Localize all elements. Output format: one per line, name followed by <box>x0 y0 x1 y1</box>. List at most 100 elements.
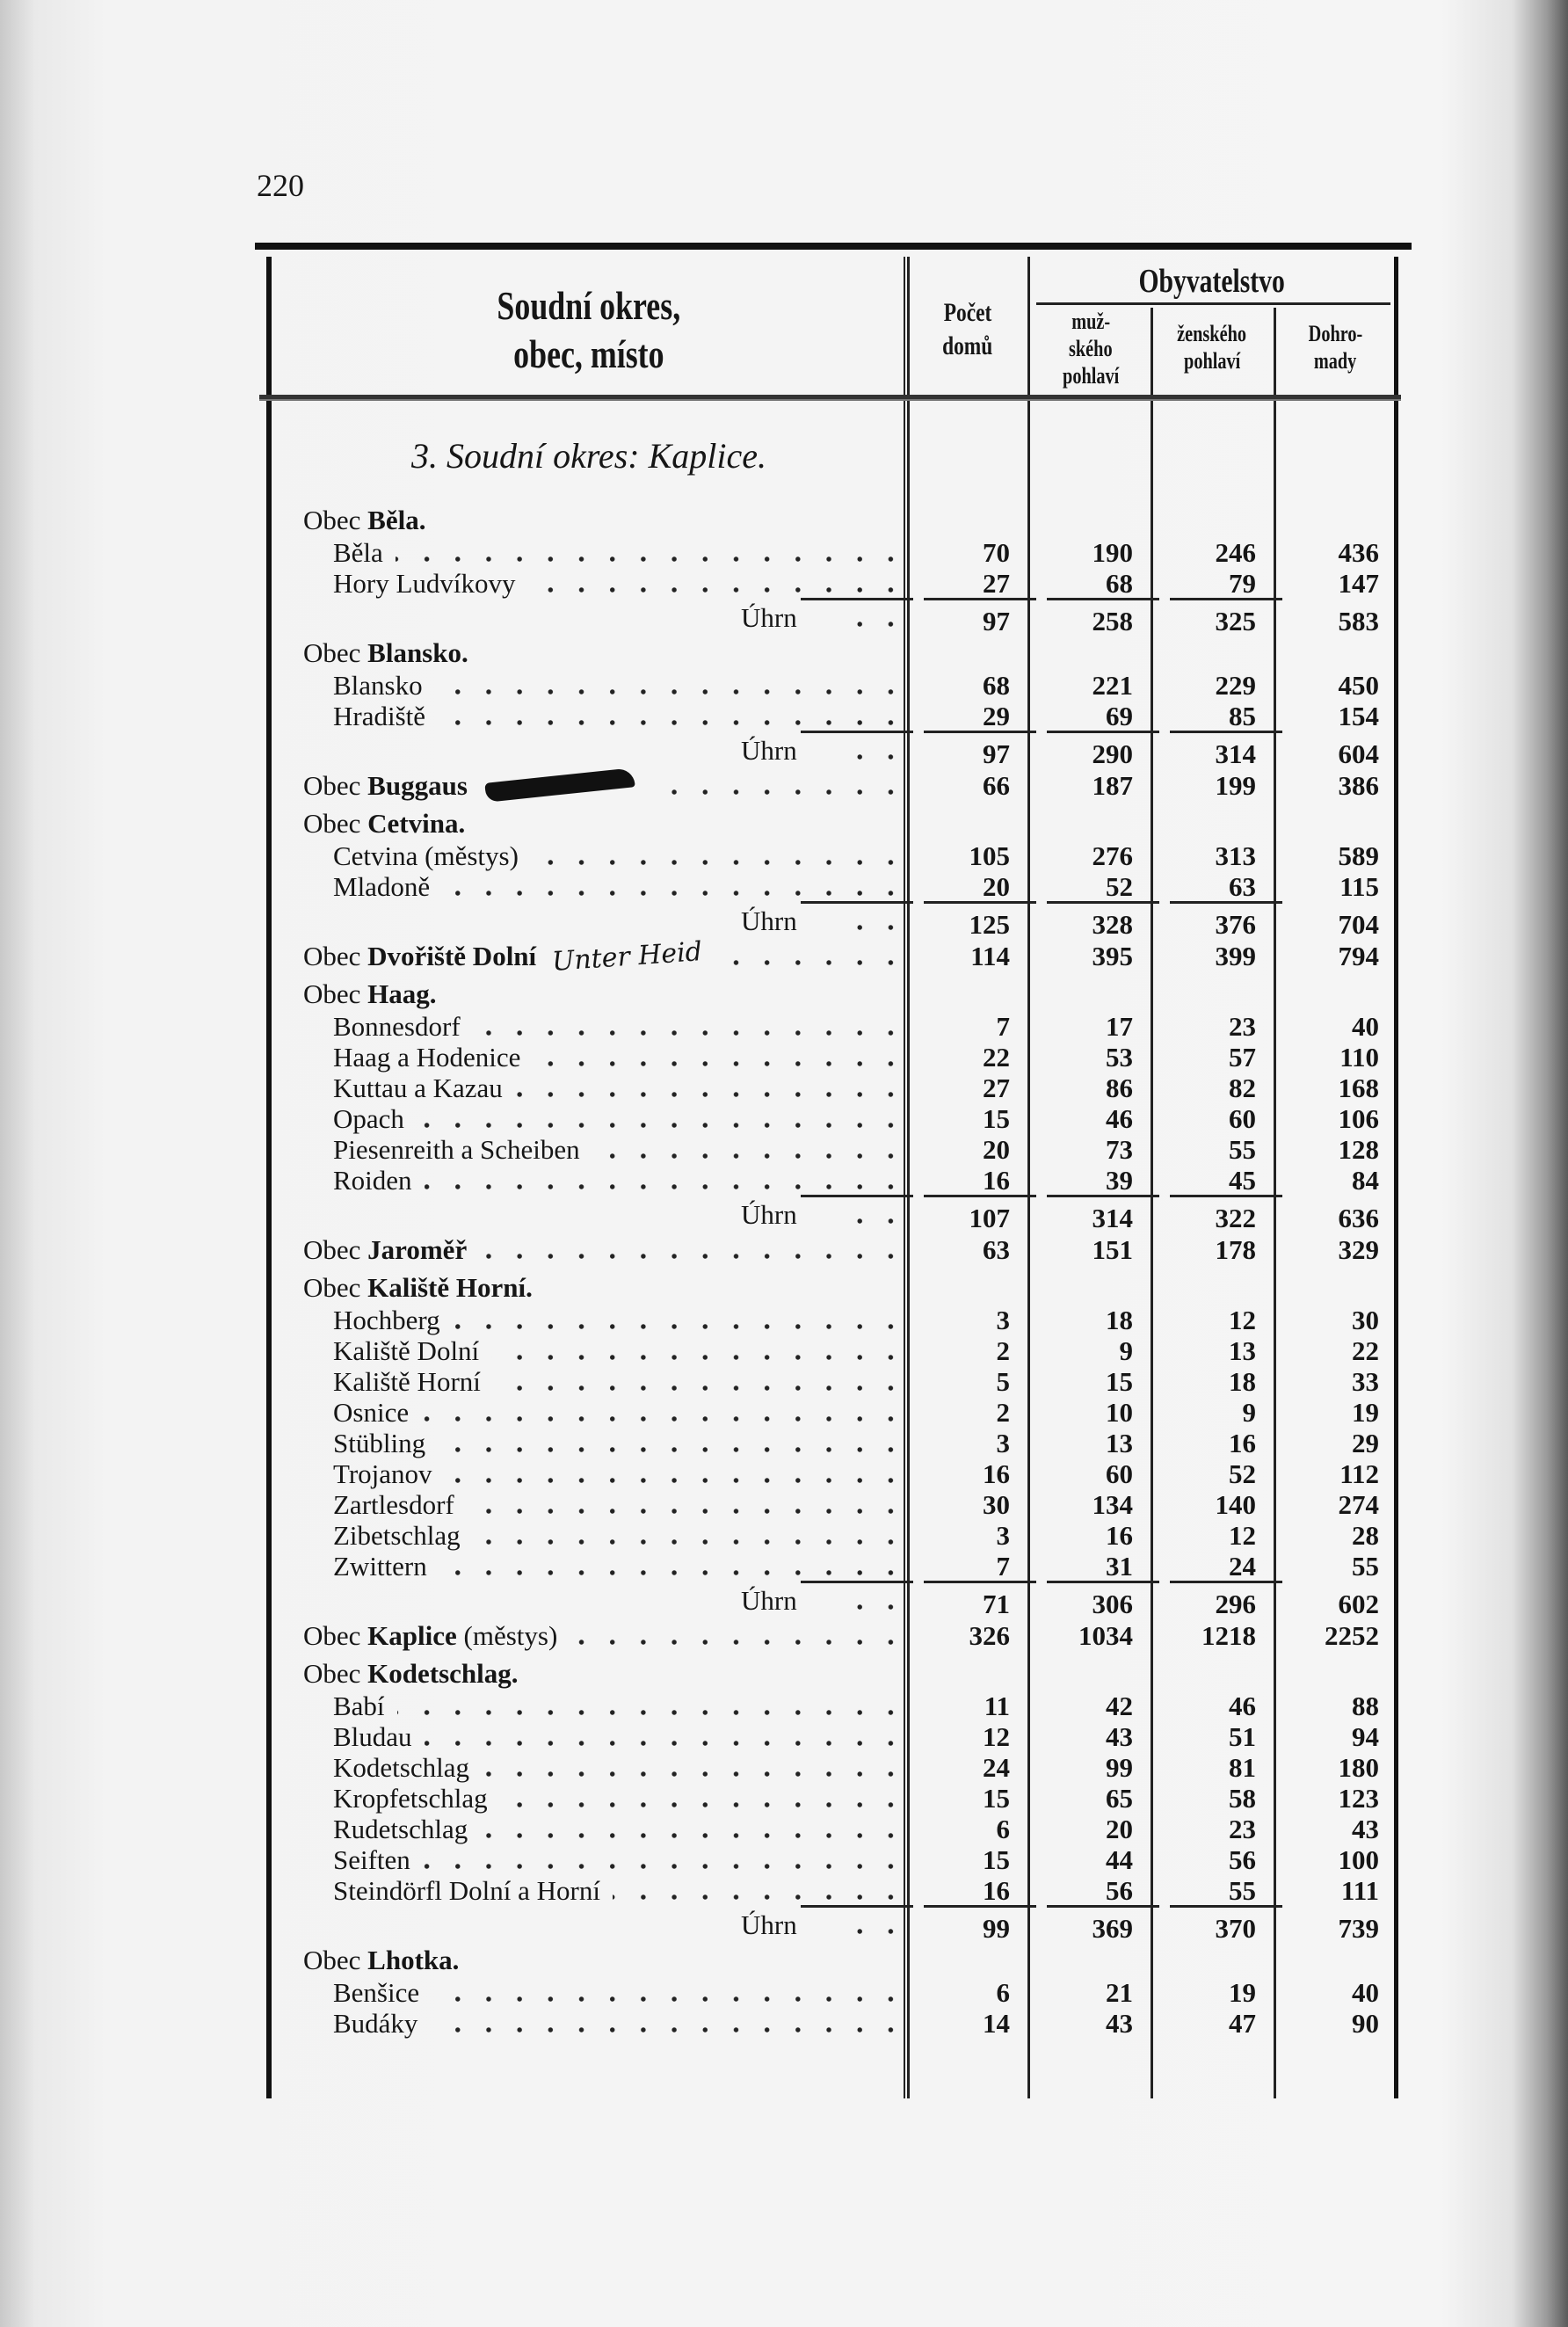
total-value: 794 <box>1338 941 1380 971</box>
dot-leader <box>467 1509 906 1514</box>
header-line: mady <box>1313 348 1357 374</box>
dot-leader <box>473 1539 906 1545</box>
total-value: 112 <box>1339 1458 1379 1489</box>
total-value: 29 <box>1352 1428 1379 1458</box>
houses-value: 6 <box>996 1977 1011 2008</box>
total-value: 84 <box>1352 1165 1379 1196</box>
row-label: Blansko <box>333 670 423 701</box>
column-divider <box>904 257 910 2098</box>
male-value: 20 <box>1106 1814 1133 1844</box>
place-name: Roiden <box>333 1165 412 1196</box>
header-total: Dohro- mady <box>1276 320 1394 375</box>
dot-leader <box>515 1092 906 1097</box>
female-value: 79 <box>1229 568 1256 599</box>
place-name: Steindörfl Dolní a Horní <box>333 1875 600 1906</box>
obec-prefix: Obec <box>303 637 361 668</box>
houses-value: 3 <box>996 1428 1011 1458</box>
place-name: Blansko <box>333 670 423 701</box>
male-value: 42 <box>1106 1691 1133 1721</box>
male-value: 31 <box>1106 1551 1133 1582</box>
female-value: 58 <box>1229 1783 1256 1814</box>
male-value: 39 <box>1106 1165 1133 1196</box>
obec-prefix: Obec <box>303 808 361 839</box>
place-name: Rudetschlag <box>333 1814 468 1844</box>
table-row: Bonnesdorf 7 17 23 40 <box>272 1011 1394 1042</box>
place-name: Kodetschlag <box>333 1752 469 1783</box>
male-value: 1034 <box>1078 1620 1133 1651</box>
male-value: 56 <box>1106 1875 1133 1906</box>
houses-value: 99 <box>801 1905 1010 1944</box>
obec-prefix: Obec <box>303 1945 361 1975</box>
dot-leader <box>528 587 906 593</box>
table-row: Obec Kaplice (městys) 326 1034 1218 2252 <box>272 1620 1394 1658</box>
female-value: 52 <box>1229 1458 1256 1489</box>
male-value: 17 <box>1106 1011 1133 1042</box>
place-name: Kuttau a Kazau <box>333 1073 503 1103</box>
row-label: Haag a Hodenice <box>333 1042 520 1073</box>
male-value: 10 <box>1106 1397 1133 1428</box>
row-label: Stübling <box>333 1428 425 1458</box>
obec-prefix: Obec <box>303 505 361 535</box>
male-value: 43 <box>1106 1721 1133 1752</box>
female-value: 13 <box>1229 1335 1256 1366</box>
table-row: Obec Dvořiště Dolní Unter Heid 114 395 399 79… <box>272 936 1394 978</box>
dot-leader <box>500 1802 906 1807</box>
houses-value: 22 <box>983 1042 1010 1073</box>
total-value: 604 <box>1170 731 1379 769</box>
dot-leader <box>613 1894 906 1900</box>
table-row: Kropfetschlag 15 65 58 123 <box>272 1783 1394 1814</box>
table-header: Soudní okres, obec, místo Počet domů Oby… <box>259 257 1401 401</box>
place-name: Budáky <box>333 2008 418 2039</box>
houses-value: 16 <box>983 1458 1010 1489</box>
header-female: ženského pohlaví <box>1146 320 1278 375</box>
houses-value: 326 <box>969 1620 1011 1651</box>
total-value: 88 <box>1352 1691 1379 1721</box>
table-row: Obec Lhotka. <box>272 1945 1394 1977</box>
row-label: Obec Běla. <box>303 505 425 535</box>
row-label: Benšice <box>333 1977 419 2008</box>
table-row: Úhrn 71 306 296 602 <box>272 1581 1394 1620</box>
total-value: 19 <box>1352 1397 1379 1428</box>
place-name: Osnice <box>333 1397 410 1428</box>
total-label: Úhrn <box>741 1585 797 1616</box>
header-line: Dohro- <box>1308 321 1362 346</box>
female-value: 23 <box>1229 1011 1256 1042</box>
dot-leader <box>533 1061 906 1066</box>
place-name: Bludau <box>333 1721 412 1752</box>
place-name: Kropfetschlag <box>333 1783 488 1814</box>
table-body: Obec Běla. Běla 70 190 246 436 Hory Ludvíkovy 2… <box>272 505 1394 2039</box>
place-name: Mladoně <box>333 871 431 902</box>
row-label: Obec Jaroměř <box>303 1234 467 1265</box>
male-value: 99 <box>1106 1752 1133 1783</box>
houses-value: 30 <box>983 1489 1010 1520</box>
dot-leader <box>425 1184 906 1189</box>
total-label: Úhrn <box>741 735 797 766</box>
female-value: 56 <box>1229 1844 1256 1875</box>
female-value: 296 <box>1047 1581 1256 1619</box>
header-line: pohlaví <box>1062 363 1120 389</box>
total-label: Úhrn <box>741 1199 797 1230</box>
dot-leader <box>438 720 906 725</box>
place-name: Piesenreith a Scheiben <box>333 1134 580 1165</box>
table-row: Úhrn 99 369 370 739 <box>272 1905 1394 1945</box>
place-name: Trojanov <box>333 1458 432 1489</box>
place-name: Stübling <box>333 1428 426 1458</box>
houses-value: 70 <box>983 537 1010 568</box>
dot-leader <box>852 1929 906 1934</box>
male-value: 65 <box>1106 1783 1133 1814</box>
table-row: Kuttau a Kazau 27 86 82 168 <box>272 1073 1394 1103</box>
table-row: Mladoně 20 52 63 115 <box>272 871 1394 902</box>
houses-value: 15 <box>983 1844 1010 1875</box>
female-value: 1218 <box>1201 1620 1256 1651</box>
houses-value: 71 <box>801 1581 1010 1619</box>
male-value: 395 <box>1092 941 1134 971</box>
total-value: 589 <box>1338 840 1380 871</box>
female-value: 246 <box>1215 537 1257 568</box>
header-line: muž- <box>1071 309 1110 334</box>
row-label: Steindörfl Dolní a Horní <box>333 1875 600 1906</box>
total-value: 33 <box>1352 1366 1379 1397</box>
male-value: 86 <box>1106 1073 1133 1103</box>
total-value: 110 <box>1339 1042 1379 1073</box>
table-row: Hradiště 29 69 85 154 <box>272 701 1394 731</box>
dot-leader <box>480 1833 906 1838</box>
